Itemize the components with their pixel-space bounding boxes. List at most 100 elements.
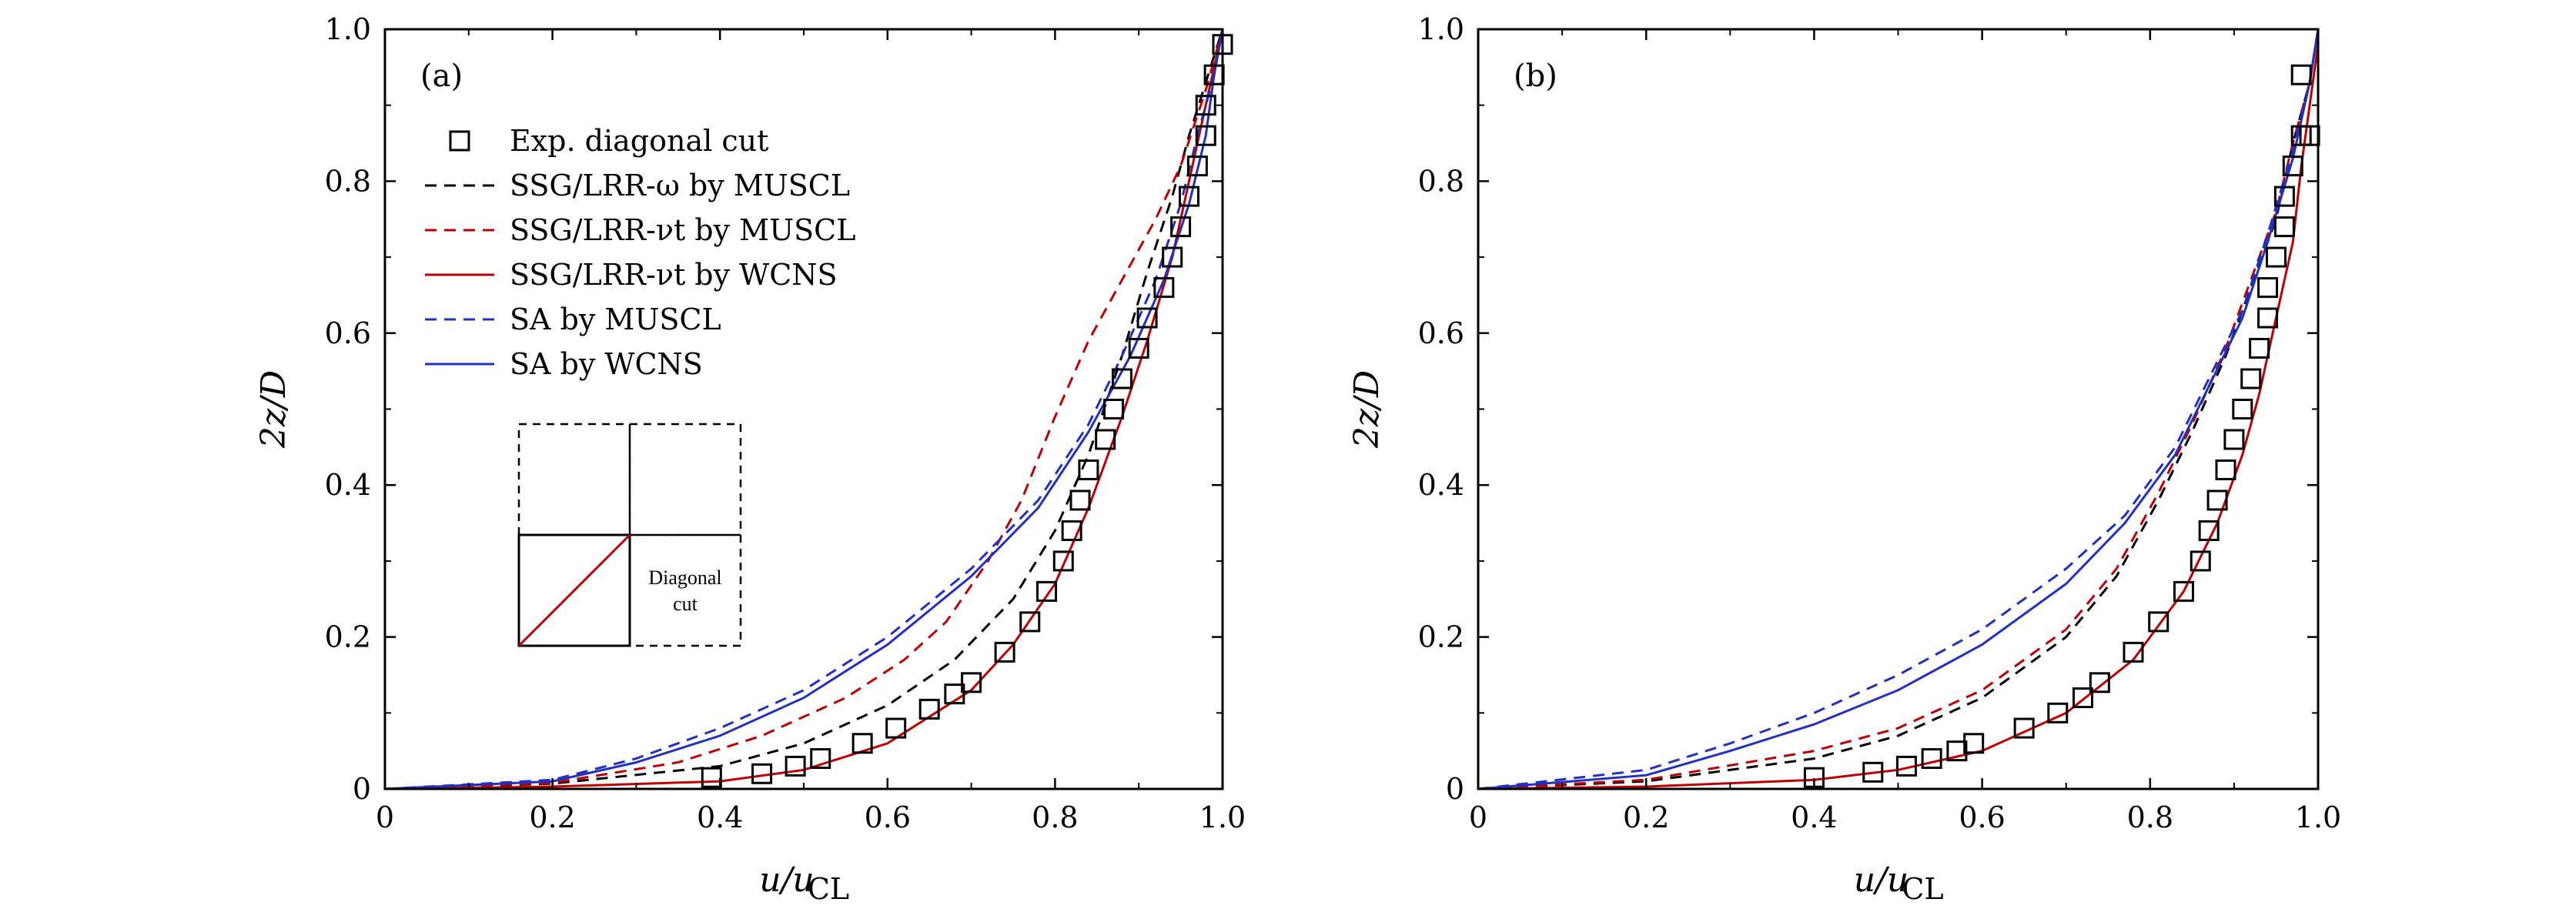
x-tick-label: 0.2 [529,800,575,834]
exp-marker [1128,338,1149,359]
y-tick-label: 1.0 [1418,12,1464,46]
legend-label: SSG/LRR-νt by WCNS [510,258,838,292]
legend-label: SSG/LRR-νt by MUSCL [510,213,855,247]
x-tick-label: 0.6 [1959,800,2005,834]
exp-marker [1921,748,1942,770]
axes-frame [1477,28,2320,790]
exp-marker [885,717,907,739]
x-axis-title: u/u [759,861,815,900]
exp-marker [2223,429,2245,450]
exp-marker [2047,702,2069,724]
legend-label: SSG/LRR-ω by MUSCL [510,169,850,202]
legend-label: Exp. diagonal cut [510,124,768,158]
exp-marker [1170,216,1192,238]
exp-marker [1019,611,1041,633]
exp-marker [1162,246,1183,268]
y-tick-label: 0.8 [325,164,371,198]
exp-marker [851,733,873,754]
exp-marker [918,698,940,720]
exp-marker [2089,672,2110,693]
exp-marker [1946,740,1968,762]
panel-a: 0 0.2 0.4 0.6 0.8 1.0 0 0.2 0.4 0.6 0.8 1.0 u/uCL 2z/… [254,12,1246,906]
inset-cell-lower-left [517,533,631,647]
exp-marker [994,641,1015,663]
x-tick-label: 0.2 [1623,800,1669,834]
inset-label-line2: cut [673,593,698,615]
panel-label: (b) [1514,58,1557,94]
x-tick-label: 0.4 [1791,800,1837,834]
exp-marker [1061,520,1082,541]
inset-cell-upper-right [628,423,742,536]
series-line-2 [1478,29,2318,789]
exp-marker [961,672,982,693]
y-tick-label: 0.2 [325,620,371,654]
exp-marker [1052,550,1074,572]
exp-marker [2257,277,2279,299]
exp-marker [1186,155,1208,177]
series-line-1 [1478,29,2318,789]
exp-marker [2190,550,2211,572]
exp-marker [2249,338,2270,359]
exp-marker [1095,429,1116,450]
exp-marker [2173,580,2194,602]
exp-marker [1195,125,1216,146]
x-tick-label: 0 [376,800,394,834]
x-tick-label: 0.8 [1032,800,1078,834]
exp-marker [1153,277,1175,299]
series-line-4 [385,29,1223,789]
exp-marker [2273,216,2295,238]
legend: Exp. diagonal cut SSG/LRR-ω by MUSCL SSG/L… [425,124,855,381]
inset-diagram: Diagonal cut [517,423,742,647]
exp-marker [2206,490,2228,511]
inset-cell-upper-left [517,423,631,536]
exp-marker [2232,399,2253,419]
x-tick-label: 1.0 [1199,800,1246,834]
series-line-3 [1478,44,2318,789]
exp-marker [2123,641,2144,663]
series-line-4 [1478,29,2318,789]
y-tick-label: 0.8 [1418,164,1464,198]
plot-area [1478,29,2318,789]
exp-marker [751,763,773,784]
y-tick-label: 0 [1446,772,1464,806]
panel-label: (a) [420,58,463,94]
exp-marker [2215,459,2236,480]
exp-marker [1111,368,1132,389]
x-tick-label: 0.6 [865,800,911,834]
legend-label: SA by WCNS [510,347,703,381]
exp-marker [1862,761,1884,783]
exp-marker [701,767,722,788]
x-tick-label: 1.0 [2295,800,2341,834]
x-tick-label: 0 [1469,800,1487,834]
x-tick-label: 0.8 [2127,800,2173,834]
exp-marker [2198,520,2220,541]
y-axis-title: 2z/D [254,370,293,449]
x-tick-label: 0.4 [697,800,743,834]
y-tick-label: 0.6 [325,316,371,350]
x-axis-title-subscript: CL [1902,872,1943,906]
exp-marker [1069,490,1091,511]
exp-marker [2240,368,2262,389]
exp-marker [1178,185,1199,207]
x-axis-title: u/u [1854,861,1909,900]
exp-marker [1103,399,1125,419]
y-tick-label: 0 [353,772,371,806]
exp-marker [1136,307,1158,329]
y-tick-label: 1.0 [325,12,371,46]
exp-marker [1078,459,1099,480]
x-axis-title-subscript: CL [808,872,849,906]
exp-marker [2265,246,2287,268]
series-line-5 [385,29,1223,789]
exp-marker [1895,755,1917,777]
y-tick-label: 0.6 [1418,316,1464,350]
legend-marker [449,130,470,152]
inset-cell-lower-right [628,533,742,647]
exp-marker [2282,155,2303,177]
panel-b: 0 0.2 0.4 0.6 0.8 1.0 0 0.2 0.4 0.6 0.8 1.0 u/uCL 2z/… [1347,12,2341,906]
y-tick-label: 0.4 [325,468,371,502]
exp-marker [2257,307,2279,329]
inset-label-line1: Diagonal [648,566,721,589]
inset-diagonal-line [517,533,631,647]
exp-marker [2013,717,2035,739]
